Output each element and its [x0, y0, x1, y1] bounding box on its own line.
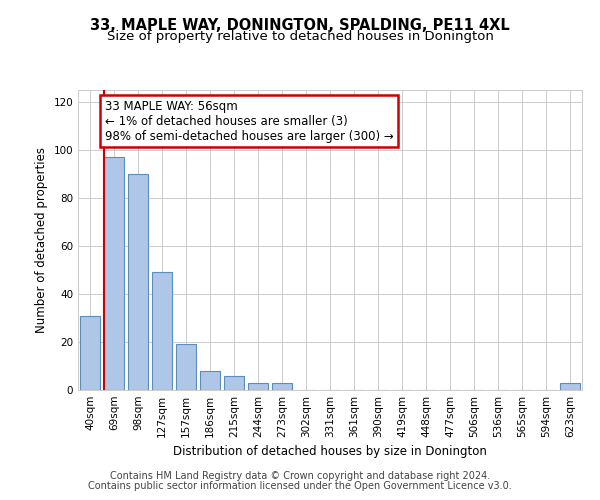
Text: 33, MAPLE WAY, DONINGTON, SPALDING, PE11 4XL: 33, MAPLE WAY, DONINGTON, SPALDING, PE11… — [90, 18, 510, 32]
Text: Contains public sector information licensed under the Open Government Licence v3: Contains public sector information licen… — [88, 481, 512, 491]
Bar — [560, 383, 580, 390]
Bar — [272, 383, 292, 390]
Bar — [224, 376, 244, 390]
Bar — [248, 383, 268, 390]
Text: Contains HM Land Registry data © Crown copyright and database right 2024.: Contains HM Land Registry data © Crown c… — [110, 471, 490, 481]
Bar — [104, 157, 124, 390]
Y-axis label: Number of detached properties: Number of detached properties — [35, 147, 48, 333]
X-axis label: Distribution of detached houses by size in Donington: Distribution of detached houses by size … — [173, 446, 487, 458]
Text: 33 MAPLE WAY: 56sqm
← 1% of detached houses are smaller (3)
98% of semi-detached: 33 MAPLE WAY: 56sqm ← 1% of detached hou… — [105, 100, 394, 142]
Bar — [200, 371, 220, 390]
Bar — [128, 174, 148, 390]
Bar — [176, 344, 196, 390]
Bar — [80, 316, 100, 390]
Bar — [152, 272, 172, 390]
Text: Size of property relative to detached houses in Donington: Size of property relative to detached ho… — [107, 30, 493, 43]
